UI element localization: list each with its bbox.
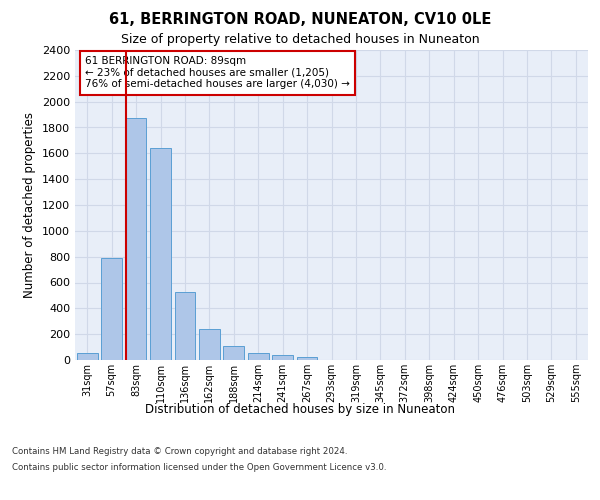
Bar [125, 118, 146, 360]
Bar [223, 346, 244, 360]
Text: Contains public sector information licensed under the Open Government Licence v3: Contains public sector information licen… [12, 462, 386, 471]
Bar [272, 356, 293, 360]
Text: 61, BERRINGTON ROAD, NUNEATON, CV10 0LE: 61, BERRINGTON ROAD, NUNEATON, CV10 0LE [109, 12, 491, 28]
Bar [77, 353, 98, 360]
Bar [296, 358, 317, 360]
Text: Contains HM Land Registry data © Crown copyright and database right 2024.: Contains HM Land Registry data © Crown c… [12, 448, 347, 456]
Bar [150, 148, 171, 360]
Bar [248, 352, 269, 360]
Y-axis label: Number of detached properties: Number of detached properties [23, 112, 37, 298]
Bar [101, 258, 122, 360]
Text: 61 BERRINGTON ROAD: 89sqm
← 23% of detached houses are smaller (1,205)
76% of se: 61 BERRINGTON ROAD: 89sqm ← 23% of detac… [85, 56, 350, 90]
Text: Distribution of detached houses by size in Nuneaton: Distribution of detached houses by size … [145, 402, 455, 415]
Bar [175, 292, 196, 360]
Text: Size of property relative to detached houses in Nuneaton: Size of property relative to detached ho… [121, 32, 479, 46]
Bar [199, 330, 220, 360]
